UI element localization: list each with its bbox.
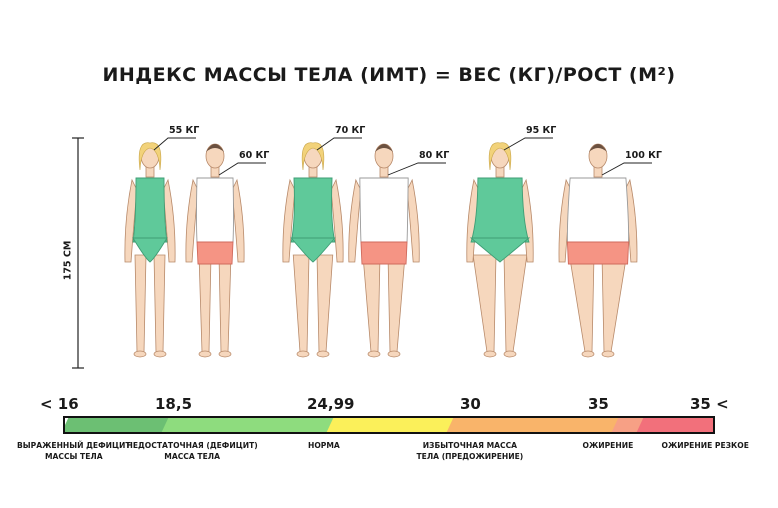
figures-illustration	[72, 137, 652, 369]
scale-tick-label: 35 <	[690, 395, 729, 413]
weight-label: 70 КГ	[335, 125, 366, 136]
figure-male-4	[348, 143, 420, 358]
height-bracket	[72, 137, 84, 369]
weight-label: 100 КГ	[625, 150, 662, 161]
scale-tick-label: 30	[460, 395, 481, 413]
figure-female-1	[124, 142, 176, 358]
scale-segment	[636, 418, 713, 432]
category-label-line: НЕДОСТАТОЧНАЯ (ДЕФИЦИТ)	[126, 441, 258, 450]
category-label-line: ОЖИРЕНИЕ РЕЗКОЕ	[661, 441, 749, 450]
weight-leader-line	[387, 162, 446, 176]
weight-leader-line	[601, 162, 652, 176]
weight-leader-line	[316, 137, 362, 151]
category-label: ОЖИРЕНИЕ РЕЗКОЕ	[662, 440, 749, 451]
scale-segment	[161, 418, 342, 432]
category-label-line: ТЕЛА (ПРЕДОЖИРЕНИЕ)	[416, 452, 524, 461]
height-label: 175 СМ	[62, 240, 74, 281]
category-label: ОЖИРЕНИЕ	[583, 440, 634, 451]
figure-female-3	[282, 142, 344, 358]
weight-leader-line	[153, 137, 196, 151]
category-label-line: МАССЫ ТЕЛА	[44, 452, 103, 461]
scale-tick-label: < 16	[40, 395, 79, 413]
scale-segment	[446, 418, 627, 432]
category-label-line: ИЗБЫТОЧНАЯ МАССА	[422, 441, 518, 450]
category-label: НЕДОСТАТОЧНАЯ (ДЕФИЦИТ) МАССА ТЕЛА	[127, 440, 258, 462]
scale-segment	[65, 418, 177, 432]
category-label-line: ВЫРАЖЕННЫЙ ДЕФИЦИТ	[17, 441, 131, 450]
figure-male-6	[558, 143, 638, 358]
scale-tick-label: 24,99	[307, 395, 355, 413]
figure-female-5	[466, 142, 534, 358]
category-label-line: НОРМА	[308, 441, 340, 450]
scale-tick-label: 35	[588, 395, 609, 413]
weight-label: 60 КГ	[239, 150, 270, 161]
scale-tick-label: 18,5	[155, 395, 193, 413]
category-label: НОРМА	[308, 440, 340, 451]
weight-label: 55 КГ	[169, 125, 200, 136]
category-label: ИЗБЫТОЧНАЯ МАССА ТЕЛА (ПРЕДОЖИРЕНИЕ)	[417, 440, 524, 462]
weight-leader-line	[218, 162, 266, 176]
weight-label: 95 КГ	[526, 125, 557, 136]
scale-segment	[326, 418, 462, 432]
category-label-line: ОЖИРЕНИЕ	[582, 441, 634, 450]
bmi-scale-bar	[63, 416, 715, 434]
page-title: ИНДЕКС МАССЫ ТЕЛА (ИМТ) = ВЕС (КГ)/РОСТ …	[102, 64, 676, 86]
weight-leader-line	[503, 137, 553, 151]
weight-label: 80 КГ	[419, 150, 450, 161]
figure-male-2	[185, 143, 245, 358]
category-label-line: МАССА ТЕЛА	[164, 452, 220, 461]
category-label: ВЫРАЖЕННЫЙ ДЕФИЦИТ МАССЫ ТЕЛА	[17, 440, 131, 462]
